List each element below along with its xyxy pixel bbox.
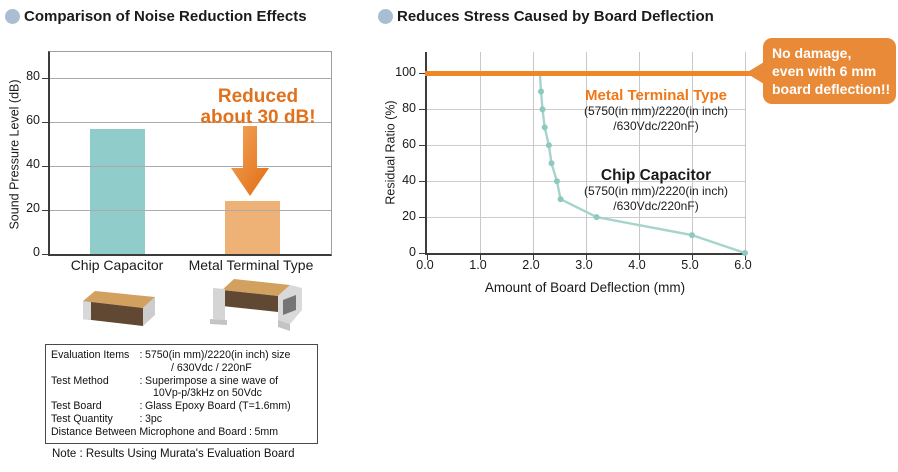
right-title-text: Reduces Stress Caused by Board Deflectio… bbox=[397, 8, 714, 25]
noise-ytick-0: 0 bbox=[33, 245, 40, 259]
noise-chart-plot bbox=[42, 51, 332, 256]
category-chip-capacitor: Chip Capacitor bbox=[70, 257, 164, 273]
left-title-text: Comparison of Noise Reduction Effects bbox=[24, 8, 307, 25]
metal-terminal-line bbox=[425, 71, 758, 76]
note-text: Note : Results Using Murata's Evaluation… bbox=[52, 448, 295, 460]
bar-chip-capacitor bbox=[90, 128, 145, 254]
deflection-ytick-80: 80 bbox=[402, 101, 416, 115]
deflection-xtick-5: 5.0 bbox=[681, 258, 699, 272]
deflection-ytick-60: 60 bbox=[402, 137, 416, 151]
deflection-xtick-4: 4.0 bbox=[628, 258, 646, 272]
category-metal-terminal: Metal Terminal Type bbox=[188, 257, 314, 273]
eval-row-items: Evaluation Items : 5750(in mm)/2220(in i… bbox=[51, 349, 291, 374]
bullet-icon bbox=[378, 9, 393, 24]
left-section-title: Comparison of Noise Reduction Effects bbox=[5, 8, 307, 25]
deflection-chart-xlabel: Amount of Board Deflection (mm) bbox=[484, 280, 686, 295]
eval-row-distance: Distance Between Microphone and Board : … bbox=[51, 425, 279, 438]
legend-chip-capacitor: Chip Capacitor (5750(in mm)/2220(in inch… bbox=[583, 167, 729, 213]
callout-pointer-icon bbox=[746, 62, 764, 84]
down-arrow-icon bbox=[231, 126, 269, 196]
deflection-ytick-100: 100 bbox=[395, 65, 416, 79]
noise-ytick-20: 20 bbox=[26, 201, 40, 215]
deflection-xtick-3: 3.0 bbox=[575, 258, 593, 272]
noise-chart-ylabel: Sound Pressure Level (dB) bbox=[7, 79, 22, 230]
evaluation-conditions-box: Evaluation Items : 5750(in mm)/2220(in i… bbox=[45, 344, 318, 444]
chip-capacitor-photo bbox=[83, 291, 155, 326]
metal-terminal-type-photo bbox=[210, 279, 302, 331]
bullet-icon bbox=[5, 9, 20, 24]
noise-ytick-80: 80 bbox=[26, 69, 40, 83]
deflection-chart-plot bbox=[419, 52, 748, 260]
chip-capacitor-curve bbox=[538, 73, 748, 256]
no-damage-callout: No damage, even with 6 mm board deflecti… bbox=[763, 38, 896, 104]
deflection-xtick-2: 2.0 bbox=[522, 258, 540, 272]
deflection-ytick-20: 20 bbox=[402, 209, 416, 223]
deflection-ytick-0: 0 bbox=[409, 245, 416, 259]
eval-row-method: Test Method : Superimpose a sine wave of… bbox=[51, 374, 279, 400]
right-section-title: Reduces Stress Caused by Board Deflectio… bbox=[378, 8, 714, 25]
deflection-xtick-0: 0.0 bbox=[416, 258, 434, 272]
noise-ytick-60: 60 bbox=[26, 113, 40, 127]
eval-row-quantity: Test Quantity : 3pc bbox=[51, 412, 163, 425]
deflection-chart-ylabel: Residual Ratio (%) bbox=[383, 100, 398, 205]
deflection-xtick-6: 6.0 bbox=[734, 258, 752, 272]
noise-ytick-40: 40 bbox=[26, 157, 40, 171]
deflection-xtick-1: 1.0 bbox=[469, 258, 487, 272]
legend-metal-terminal: Metal Terminal Type (5750(in mm)/2220(in… bbox=[583, 87, 729, 133]
deflection-ytick-40: 40 bbox=[402, 173, 416, 187]
eval-row-board: Test Board : Glass Epoxy Board (T=1.6mm) bbox=[51, 400, 291, 413]
reduction-annotation: Reduced about 30 dB! bbox=[200, 86, 316, 128]
